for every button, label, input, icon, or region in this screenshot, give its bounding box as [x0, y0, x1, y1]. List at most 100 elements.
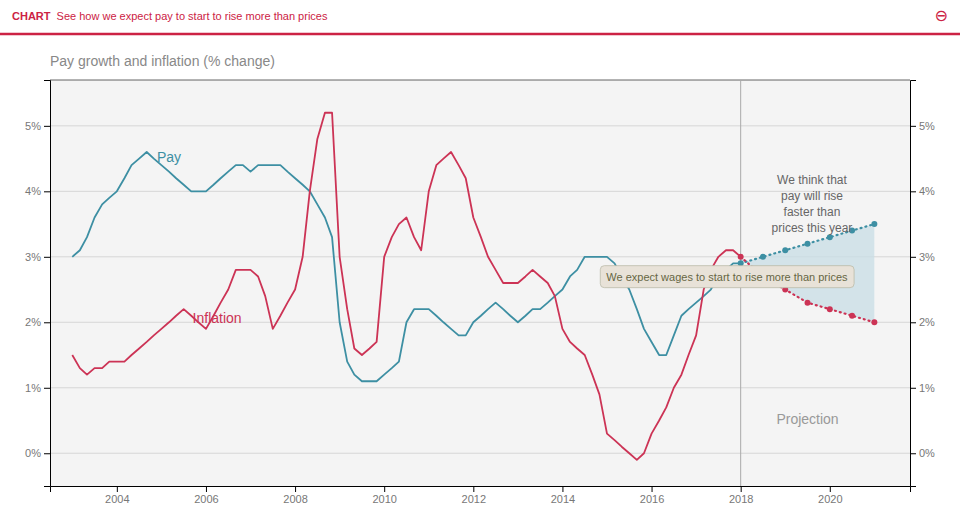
x-tick-label: 2018	[729, 493, 753, 505]
grid	[50, 126, 910, 453]
y-tick-label: 5%	[25, 120, 41, 132]
annotation: Projection	[776, 411, 838, 427]
x-tick-mark	[830, 486, 831, 492]
y2-tick: 3%	[910, 251, 935, 263]
x-tick-mark	[295, 486, 296, 492]
plot-frame	[50, 80, 910, 81]
x-tick-label: 2010	[372, 493, 396, 505]
annotation-box	[600, 266, 854, 288]
x-tick-label: 2020	[818, 493, 842, 505]
x-tick-mark	[562, 486, 563, 492]
y-tick-label: 3%	[25, 251, 41, 263]
chart-title: Pay growth and inflation (% change)	[50, 53, 275, 69]
y-tick-mark	[44, 126, 50, 127]
x-tick: 2008	[283, 486, 307, 505]
x-tick: 2016	[640, 486, 664, 505]
y-tick-label: 2%	[25, 316, 41, 328]
x-tick: 2020	[818, 486, 842, 505]
chart: CHART See how we expect pay to start to …	[0, 0, 960, 516]
series-marker	[871, 319, 877, 325]
x-tick-mark	[473, 486, 474, 492]
y2-axis: 0% 1% 2% 3% 4% 5%	[910, 81, 935, 487]
y-tick-mark	[44, 257, 50, 258]
series-marker	[827, 306, 833, 312]
x-tick-mark	[117, 486, 118, 492]
x-tick-label: 2006	[194, 493, 218, 505]
y-tick: 1%	[25, 382, 50, 394]
header-icon: ⊖	[935, 7, 948, 24]
x-tick: 2004	[105, 486, 129, 505]
grid-line	[50, 453, 910, 454]
header-text: See how we expect pay to start to rise m…	[51, 10, 328, 22]
series-marker	[738, 254, 744, 260]
y-tick-mark	[44, 453, 50, 454]
x-tick: 2012	[462, 486, 486, 505]
x-tick-label: 2012	[462, 493, 486, 505]
series-label: Inflation	[193, 310, 242, 326]
y-tick-label: 1%	[25, 382, 41, 394]
y2-tick-mark	[910, 257, 916, 258]
grid-line	[50, 125, 910, 126]
x-axis-line	[51, 487, 911, 493]
x-axis: 2004 2006 2008 2010 2012 2014 2016 2018 2020	[51, 486, 911, 505]
y2-tick-label: 4%	[919, 185, 935, 197]
x-tick: 2014	[551, 486, 575, 505]
header-rule	[0, 33, 960, 36]
y2-tick-mark	[910, 191, 916, 192]
y2-tick-label: 5%	[919, 120, 935, 132]
y2-tick-mark	[910, 126, 916, 127]
annotation: We expect wages to start to rise more th…	[606, 271, 848, 283]
x-tick-label: 2004	[105, 493, 129, 505]
y-tick: 5%	[25, 120, 50, 132]
series-label: Pay	[157, 149, 181, 165]
y2-tick-mark	[910, 453, 916, 454]
annotation-callout: We expect wages to start to rise more th…	[600, 266, 854, 288]
annotation-line: faster than	[784, 205, 841, 219]
series-marker	[849, 313, 855, 319]
y2-tick-label: 2%	[919, 316, 935, 328]
series-marker	[805, 241, 811, 247]
x-tick-mark	[652, 486, 653, 492]
y-tick-mark	[44, 388, 50, 389]
series-marker	[871, 221, 877, 227]
x-tick-mark	[206, 486, 207, 492]
y2-tick-mark	[910, 388, 916, 389]
grid-line	[50, 387, 910, 388]
header: CHART See how we expect pay to start to …	[0, 0, 960, 34]
y-tick-label: 4%	[25, 185, 41, 197]
plot-background	[50, 80, 910, 486]
y2-axis-line	[911, 81, 917, 487]
y2-tick: 4%	[910, 185, 935, 197]
plot: 2004 2006 2008 2010 2012 2014 2016 2018 2020 0% 1%…	[25, 80, 935, 505]
y2-tick: 2%	[910, 316, 935, 328]
annotation-line: pay will rise	[781, 189, 843, 203]
series-marker	[805, 300, 811, 306]
annotation: We think that pay will rise faster than pri…	[772, 173, 853, 236]
y-tick: 0%	[25, 447, 50, 459]
y-tick: 3%	[25, 251, 50, 263]
x-tick: 2010	[372, 486, 396, 505]
y2-tick-label: 0%	[919, 447, 935, 459]
grid-line	[50, 322, 910, 323]
series-marker	[760, 254, 766, 260]
x-tick: 2018	[729, 486, 753, 505]
x-tick-label: 2008	[283, 493, 307, 505]
series-marker	[782, 247, 788, 253]
y-tick: 2%	[25, 316, 50, 328]
y-tick-mark	[44, 191, 50, 192]
annotation-line: We think that	[777, 173, 847, 187]
y-tick-label: 0%	[25, 447, 41, 459]
y2-tick: 5%	[910, 120, 935, 132]
y-axis-line	[44, 81, 51, 487]
y2-tick: 0%	[910, 447, 935, 459]
annotation-line: prices this year	[772, 221, 853, 235]
y2-tick-label: 1%	[919, 382, 935, 394]
y2-tick-label: 3%	[919, 251, 935, 263]
header-text: CHART	[12, 10, 51, 22]
x-tick-mark	[741, 486, 742, 492]
x-tick: 2006	[194, 486, 218, 505]
x-tick-label: 2016	[640, 493, 664, 505]
y-axis: 0% 1% 2% 3% 4% 5%	[25, 81, 50, 487]
y-tick-mark	[44, 322, 50, 323]
marks	[72, 80, 877, 486]
